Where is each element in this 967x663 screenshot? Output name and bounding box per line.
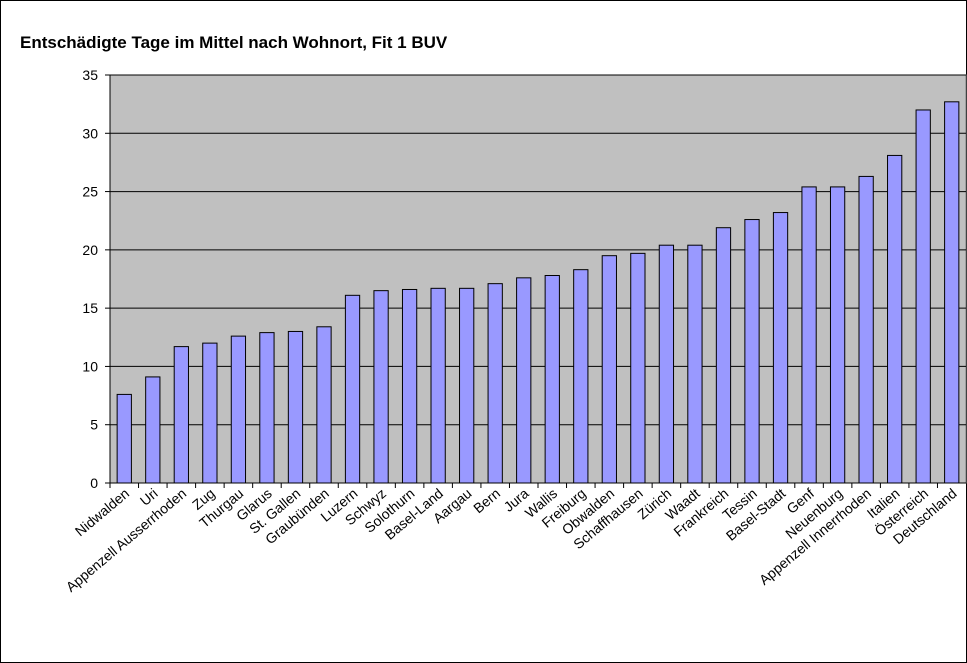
bar [116,393,132,484]
y-tick-label: 30 [82,125,98,141]
plot-area [109,74,967,484]
bar [658,244,675,484]
bar [145,376,161,484]
bar [601,255,617,484]
bar [887,154,903,484]
bar [316,326,332,484]
y-tick-label: 15 [82,300,98,316]
bar [858,175,874,484]
bar [915,109,931,484]
bar [944,101,960,484]
bar [715,227,732,484]
bar [772,212,789,484]
y-tick-label: 35 [82,67,98,83]
y-tick-label: 20 [82,242,98,258]
bar [516,277,532,484]
bar [801,186,817,484]
bar [459,287,475,484]
bar [373,290,389,484]
bar [202,342,218,484]
chart-title: Entschädigte Tage im Mittel nach Wohnort… [20,33,448,52]
bar [630,252,646,484]
bar [687,244,703,484]
y-tick-label: 25 [82,184,98,200]
bar [344,294,361,484]
bar [544,275,560,484]
bar [573,269,589,484]
bar [259,332,275,484]
y-tick-label: 10 [82,358,98,374]
bar [287,330,304,484]
bar [744,219,760,484]
bar [230,335,247,484]
bar [173,346,189,484]
bar [829,186,846,484]
bar [401,288,418,484]
y-tick-label: 0 [90,475,98,491]
bar [430,287,446,484]
bar [487,283,503,484]
y-tick-label: 5 [90,417,98,433]
